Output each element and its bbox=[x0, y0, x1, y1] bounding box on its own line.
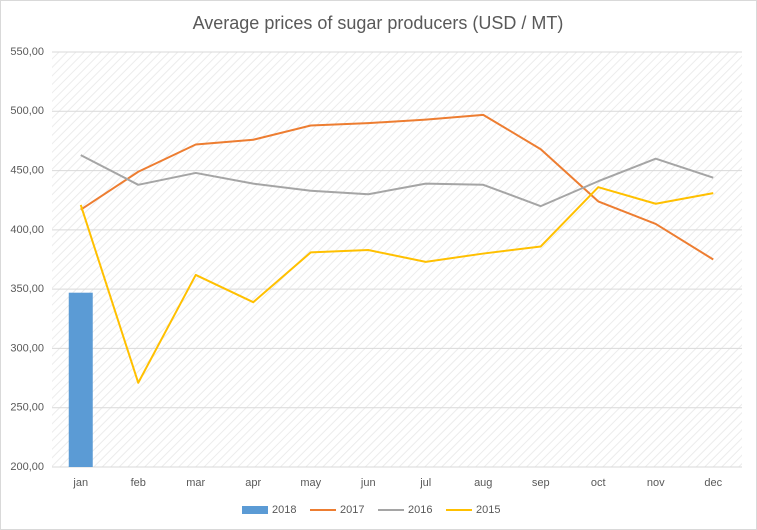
x-tick-label: aug bbox=[474, 477, 492, 489]
y-tick-label: 500,00 bbox=[10, 105, 44, 117]
x-tick-label: feb bbox=[131, 477, 146, 489]
y-tick-label: 250,00 bbox=[10, 402, 44, 414]
y-tick-label: 450,00 bbox=[10, 164, 44, 176]
x-tick-label: jun bbox=[360, 477, 376, 489]
x-tick-label: dec bbox=[704, 477, 722, 489]
plot-background bbox=[52, 52, 742, 467]
line bbox=[79, 186, 714, 384]
line bbox=[80, 154, 714, 208]
x-tick-label: jan bbox=[72, 477, 88, 489]
x-tick-label: mar bbox=[186, 477, 205, 489]
x-tick-label: sep bbox=[532, 477, 550, 489]
x-tick-label: jul bbox=[419, 477, 431, 489]
x-tick-label: oct bbox=[591, 477, 606, 489]
y-tick-label: 350,00 bbox=[10, 283, 44, 295]
y-tick-label: 550,00 bbox=[10, 46, 44, 58]
line bbox=[80, 113, 714, 261]
legend-label: 2016 bbox=[408, 504, 432, 516]
x-tick-label: may bbox=[300, 477, 321, 489]
y-tick-label: 200,00 bbox=[10, 461, 44, 473]
y-tick-label: 400,00 bbox=[10, 224, 44, 236]
bar bbox=[68, 292, 93, 467]
legend-label: 2017 bbox=[340, 504, 364, 516]
legend-label: 2018 bbox=[272, 504, 296, 516]
legend-swatch bbox=[242, 506, 268, 514]
y-tick-label: 300,00 bbox=[10, 342, 44, 354]
x-tick-label: nov bbox=[647, 477, 665, 489]
chart-title: Average prices of sugar producers (USD /… bbox=[193, 13, 564, 33]
x-tick-label: apr bbox=[245, 477, 261, 489]
legend-label: 2015 bbox=[476, 504, 500, 516]
